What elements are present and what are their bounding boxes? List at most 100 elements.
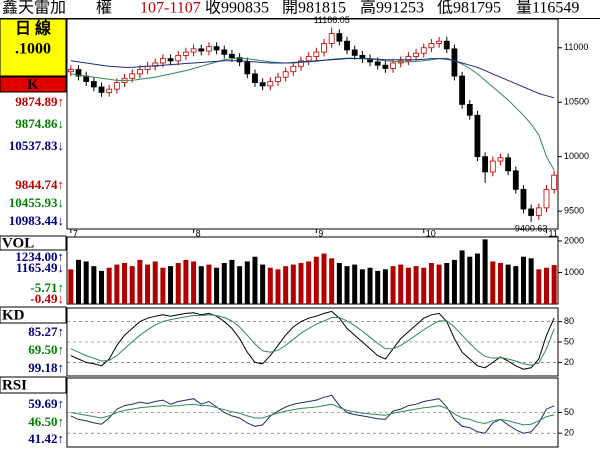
candle-body <box>236 57 243 63</box>
volume-bar <box>76 259 82 304</box>
readout: 99.18↑ <box>28 360 64 375</box>
x-tick-label: 10 <box>426 228 436 238</box>
volume-bar <box>382 269 388 304</box>
candle-body <box>175 54 182 62</box>
line-series <box>70 58 555 99</box>
header-item: 開981815 <box>282 0 346 17</box>
volume-bar <box>168 266 174 304</box>
volume-bar <box>398 264 404 304</box>
candle-body <box>229 53 235 58</box>
panel-title-box <box>0 76 67 93</box>
panel-title: KD <box>2 307 25 323</box>
volume-bar <box>344 266 350 304</box>
candle-body <box>451 48 458 77</box>
panel-frame <box>66 236 559 305</box>
candle-body <box>275 76 281 82</box>
readout: 10537.83↓ <box>9 138 64 153</box>
y-tick-label: 2000 <box>564 235 584 245</box>
volume-bar <box>313 256 319 304</box>
volume-bar <box>114 264 120 304</box>
y-tick-label: 9500 <box>564 206 584 216</box>
panel-title-box <box>0 235 67 251</box>
y-tick-label: 1000 <box>564 267 584 277</box>
candle-body <box>436 40 442 44</box>
volume-bar <box>221 263 227 304</box>
candle-body <box>106 88 113 93</box>
volume-bar <box>183 259 189 304</box>
candle-body <box>98 86 105 93</box>
volume-bar <box>528 258 534 304</box>
x-tick-label: 7 <box>73 228 78 238</box>
volume-bar <box>520 256 526 304</box>
line-series <box>70 57 555 171</box>
candle-body <box>474 114 481 158</box>
y-tick-label: 11000 <box>564 42 588 52</box>
y-tick-label: 50 <box>564 407 574 417</box>
volume-bar <box>68 269 74 304</box>
candle-body <box>528 208 535 216</box>
period-label: 日 線 <box>15 19 51 38</box>
candle-body <box>159 58 166 64</box>
candle-body <box>551 174 558 190</box>
volume-bar <box>267 267 273 304</box>
volume-bar <box>405 267 411 304</box>
volume-bar <box>421 267 427 304</box>
volume-bar <box>359 269 365 304</box>
candle-body <box>459 75 466 105</box>
candle-body <box>267 81 274 87</box>
y-tick-label: 10000 <box>564 151 589 161</box>
volume-bar <box>244 261 250 304</box>
volume-bar <box>229 259 235 304</box>
panel-frame <box>66 18 559 230</box>
candle-body <box>489 160 496 173</box>
candle-body <box>190 48 197 53</box>
line-series <box>70 394 555 434</box>
volume-bar <box>260 264 266 304</box>
volume-bar <box>413 266 419 304</box>
candle-body <box>252 73 258 84</box>
candle-body <box>344 40 350 51</box>
period-box <box>0 18 67 77</box>
volume-bar <box>191 261 197 304</box>
volume-bar <box>206 264 212 304</box>
volume-bar <box>83 261 89 304</box>
header-item: 107-1107 <box>140 0 201 17</box>
candle-body <box>520 188 527 210</box>
volume-bar <box>543 267 549 304</box>
candle-body <box>221 49 228 55</box>
volume-bar <box>428 263 434 304</box>
volume-bar <box>306 261 312 304</box>
candle-body <box>321 42 327 53</box>
readout: 9874.86↓ <box>15 116 64 131</box>
header-item: 高991253 <box>360 0 424 17</box>
volume-bar <box>175 263 181 304</box>
interval-label: .1000 <box>15 41 51 58</box>
high-annotation: 11186.05 <box>314 15 350 25</box>
header-item: 收990835 <box>205 0 269 17</box>
candle-body <box>67 69 74 73</box>
volume-bar <box>145 264 151 304</box>
readout: 10455.93↓ <box>9 195 64 210</box>
readout: 41.42↑ <box>28 431 64 446</box>
candle-body <box>183 51 189 56</box>
volume-bar <box>122 263 128 304</box>
volume-bar <box>91 266 97 304</box>
volume-bar <box>536 269 542 304</box>
candle-body <box>244 61 251 75</box>
x-tick-label: 8 <box>196 228 201 238</box>
readout: -5.71↑ <box>30 280 64 295</box>
candle-body <box>351 49 358 56</box>
panel-title: K <box>27 77 39 93</box>
header-item: 低981795 <box>437 0 501 17</box>
candle-body <box>305 56 312 62</box>
candle-body <box>390 62 396 69</box>
candle-body <box>382 64 389 69</box>
candle-body <box>543 188 550 209</box>
readout: 85.27↑ <box>28 324 64 339</box>
y-tick-label: 10500 <box>564 97 589 107</box>
header-item: 鑫天雷加 <box>2 0 66 17</box>
volume-bar <box>129 266 135 304</box>
candle-body <box>152 62 159 67</box>
